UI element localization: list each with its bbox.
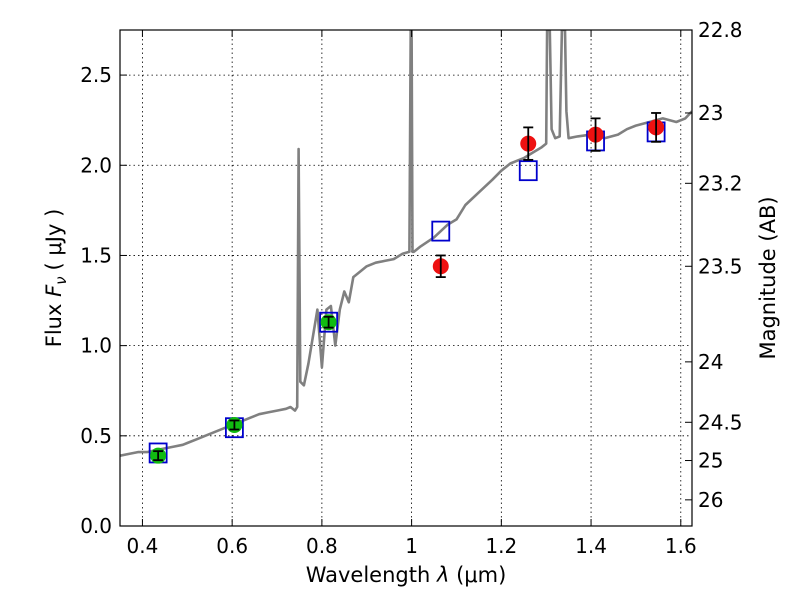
x-tick-label: 1.2 xyxy=(485,534,517,558)
y-tick-label: 0.0 xyxy=(80,514,112,538)
y2-tick-label: 25 xyxy=(698,449,723,473)
model-photometry-square xyxy=(319,311,339,333)
y-tick-label: 2.5 xyxy=(80,63,112,87)
x-tick-label: 0.8 xyxy=(306,534,338,558)
model-photometry-square xyxy=(431,220,451,242)
x-axis-label-symbol: λ xyxy=(436,563,449,587)
y-axis-label-unit: ( μJy ) xyxy=(42,209,66,271)
plot-frame xyxy=(119,29,693,527)
x-tick-label: 0.6 xyxy=(216,534,248,558)
y-tick-label: 2.0 xyxy=(80,153,112,177)
y2-tick-label: 23 xyxy=(698,101,723,125)
y2-tick-label: 24.5 xyxy=(698,410,743,434)
y-axis-label-subscript: ν xyxy=(52,276,70,284)
x-tick-label: 1 xyxy=(405,534,418,558)
y2-tick-label: 26 xyxy=(698,488,723,512)
x-tick-label: 1.6 xyxy=(665,534,697,558)
y2-tick-label: 24 xyxy=(698,350,723,374)
x-axis-label-main: Wavelength xyxy=(306,563,431,587)
y-tick-label: 1.0 xyxy=(80,334,112,358)
model-photometry-square xyxy=(518,160,538,182)
y2-axis-label: Magnitude (AB) xyxy=(756,196,780,359)
y-axis-label: Flux Fν ( μJy ) xyxy=(42,209,70,348)
y2-tick-label: 23.2 xyxy=(698,171,743,195)
x-axis-label-unit: (μm) xyxy=(456,563,506,587)
points-layer xyxy=(148,112,666,464)
ticks-layer: 0.4 0.6 0.8 1 1.2 1.4 1.6 0.0 0.5 1.0 1.5 2.0 2.5 22.… xyxy=(80,18,742,558)
x-tick-label: 0.4 xyxy=(127,534,159,558)
y-axis-label-symbol: F xyxy=(42,284,66,297)
x-tick-label: 1.4 xyxy=(575,534,607,558)
y-tick-label: 0.5 xyxy=(80,424,112,448)
x-axis-label: Wavelength λ (μm) xyxy=(306,563,507,587)
y-axis-label-main: Flux xyxy=(42,304,66,348)
y-tick-label: 1.5 xyxy=(80,243,112,267)
y2-tick-label: 22.8 xyxy=(698,18,743,42)
y2-tick-label: 23.5 xyxy=(698,254,743,278)
